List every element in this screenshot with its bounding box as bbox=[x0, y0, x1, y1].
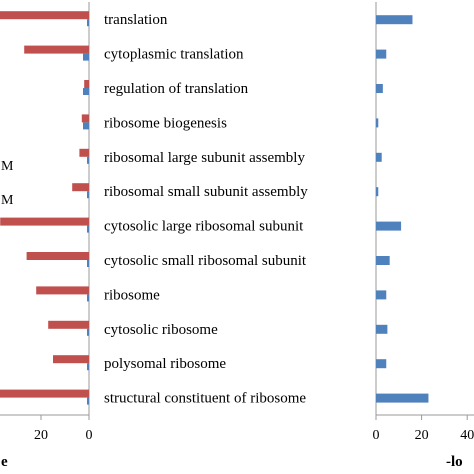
left-bar-red bbox=[79, 148, 89, 157]
category-label: cytosolic ribosome bbox=[104, 322, 218, 338]
category-label: structural constituent of ribosome bbox=[104, 391, 306, 407]
left-bar-red bbox=[0, 389, 89, 398]
category-label: ribosome biogenesis bbox=[104, 115, 227, 131]
left-bar-red bbox=[26, 252, 90, 260]
right-bar bbox=[376, 118, 379, 128]
left-bar-blue bbox=[87, 225, 89, 233]
category-label: ribosomal large subunit assembly bbox=[104, 150, 305, 166]
left-edge-fragment-2: M bbox=[1, 193, 14, 208]
left-bar-red bbox=[72, 183, 89, 192]
category-label: cytosolic small ribosomal subunit bbox=[104, 253, 307, 269]
left-bar-blue bbox=[87, 191, 89, 199]
left-bar-red bbox=[81, 114, 89, 123]
right-axis-label-fragment: -lo bbox=[446, 454, 463, 470]
left-bar-red bbox=[24, 45, 90, 54]
right-bar bbox=[376, 324, 388, 334]
right-bar bbox=[376, 221, 402, 231]
left-axis-label-fragment: e bbox=[1, 454, 8, 470]
right-bar bbox=[376, 152, 382, 162]
category-label: ribosome bbox=[104, 287, 160, 303]
category-label: ribosomal small subunit assembly bbox=[104, 184, 308, 200]
left-bar-blue bbox=[87, 19, 89, 27]
left-bar-blue bbox=[87, 294, 89, 302]
left-bar-red bbox=[84, 80, 89, 88]
category-label: cytosolic large ribosomal subunit bbox=[104, 219, 304, 235]
category-label: regulation of translation bbox=[104, 81, 249, 97]
right-tick-label: 40 bbox=[460, 428, 474, 443]
left-bar-red bbox=[0, 217, 90, 226]
right-tick-label: 0 bbox=[373, 428, 380, 443]
left-bar-blue bbox=[83, 122, 89, 130]
category-label: cytoplasmic translation bbox=[104, 47, 244, 63]
category-label: polysomal ribosome bbox=[104, 356, 226, 372]
left-bar-blue bbox=[83, 53, 89, 61]
category-label: translation bbox=[104, 12, 168, 28]
left-bar-blue bbox=[87, 328, 89, 336]
right-bar bbox=[376, 84, 383, 93]
left-bar-blue bbox=[87, 156, 89, 164]
left-bar-blue bbox=[87, 363, 89, 371]
right-bar bbox=[376, 359, 387, 369]
right-bar bbox=[376, 256, 390, 265]
right-bar bbox=[376, 187, 379, 197]
right-panel: 0 20 40 bbox=[373, 2, 474, 443]
right-bar bbox=[376, 290, 387, 300]
left-bar-blue bbox=[87, 260, 89, 267]
left-bar-red bbox=[53, 355, 89, 364]
left-bar-red bbox=[0, 11, 89, 20]
left-tick-label: 0 bbox=[86, 428, 93, 443]
left-tick-label: 20 bbox=[34, 428, 48, 443]
left-bar-blue bbox=[83, 88, 89, 95]
right-tick-label: 20 bbox=[415, 428, 429, 443]
right-bar bbox=[376, 393, 429, 403]
right-bar bbox=[376, 15, 413, 25]
left-panel: 0 20 bbox=[0, 2, 93, 443]
left-edge-fragment-1: M bbox=[1, 159, 14, 174]
left-bar-blue bbox=[87, 397, 89, 405]
left-bar-red bbox=[48, 320, 89, 329]
right-bar bbox=[376, 49, 387, 59]
left-bar-red bbox=[36, 286, 89, 295]
